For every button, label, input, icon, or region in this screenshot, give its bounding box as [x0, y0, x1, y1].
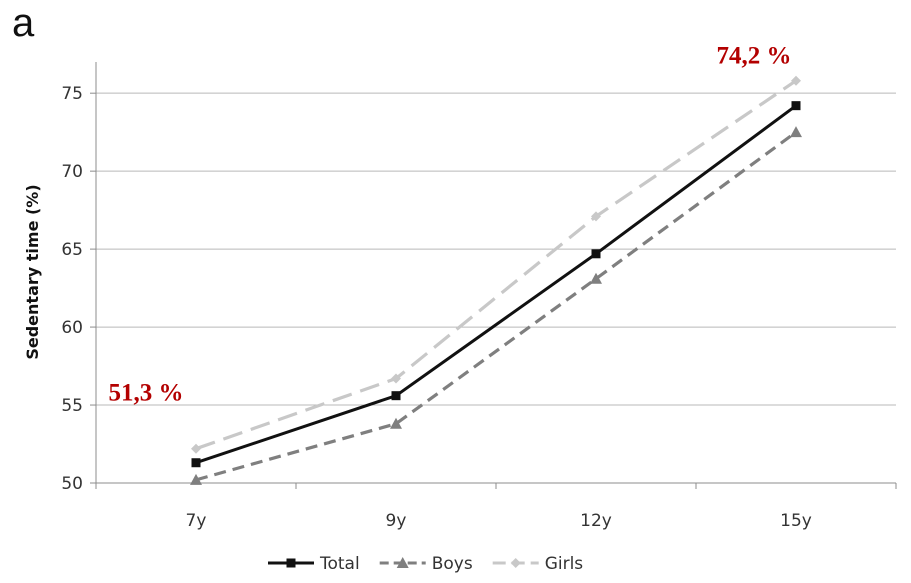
gridlines [96, 92, 896, 406]
x-tick-label: 15y [780, 511, 812, 531]
y-tick-labels: 50 55 60 65 70 75 [61, 84, 83, 494]
y-tick-label: 65 [61, 240, 83, 260]
data-point-boys [790, 126, 802, 138]
series-line-boys [195, 130, 797, 482]
series-markers [190, 75, 802, 485]
legend-label-total: Total [319, 554, 360, 574]
axes [90, 62, 897, 489]
y-tick-label: 70 [61, 162, 83, 182]
data-point-girls [591, 211, 601, 222]
legend-marker-total [286, 558, 296, 568]
y-tick-label: 75 [61, 84, 83, 104]
data-point-total [791, 101, 801, 111]
series-line-total [195, 104, 797, 465]
data-annotation: 74,2 % [717, 43, 792, 70]
x-tick-label: 9y [386, 511, 407, 531]
legend-marker-boys [396, 557, 409, 568]
data-point-girls [191, 443, 201, 454]
data-point-girls [391, 373, 401, 384]
panel-label: a [12, 1, 35, 45]
data-point-total [591, 249, 601, 259]
legend-label-girls: Girls [545, 554, 584, 574]
series-lines [195, 79, 797, 482]
data-annotation: 51,3 % [109, 380, 184, 407]
data-point-girls [791, 75, 801, 86]
x-tick-label: 12y [580, 511, 612, 531]
series-line-girls [195, 79, 797, 451]
annotations: 51,3 % 74,2 % [109, 43, 792, 407]
data-point-boys [190, 473, 202, 485]
data-point-total [391, 391, 401, 401]
y-tick-label: 55 [61, 396, 83, 416]
legend-marker-girls [510, 558, 521, 568]
data-point-total [191, 458, 201, 468]
data-point-boys [390, 417, 402, 429]
legend: Total Boys Girls [268, 554, 583, 574]
x-tick-labels: 7y 9y 12y 15y [186, 511, 812, 531]
y-tick-label: 50 [61, 474, 83, 494]
legend-label-boys: Boys [432, 554, 473, 574]
y-tick-label: 60 [61, 318, 83, 338]
data-point-boys [590, 272, 602, 284]
y-axis-title: Sedentary time (%) [23, 184, 42, 359]
x-tick-label: 7y [186, 511, 207, 531]
